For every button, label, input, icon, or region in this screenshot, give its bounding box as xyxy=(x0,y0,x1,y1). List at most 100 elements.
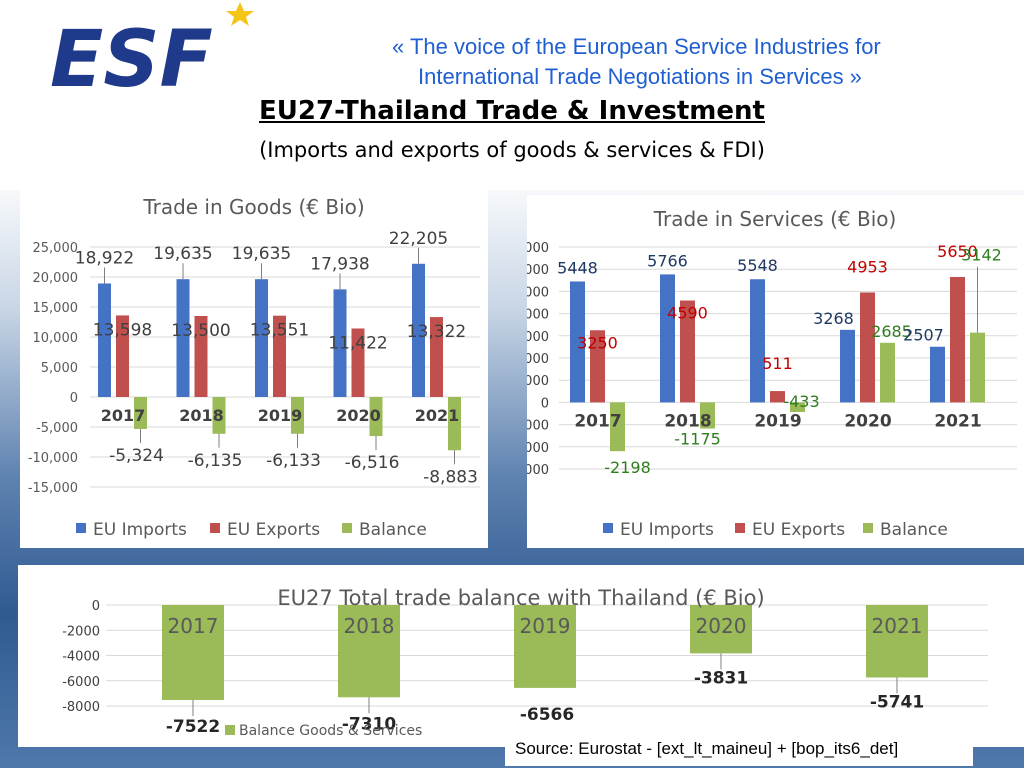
bar-eu-exports xyxy=(860,292,875,403)
data-label-exports: 13,500 xyxy=(171,321,230,341)
data-label-balance: -3831 xyxy=(694,668,748,688)
y-tick-label: 5000 xyxy=(527,285,549,300)
data-label-balance: -7310 xyxy=(342,714,397,734)
bar-eu-imports xyxy=(930,346,945,403)
bar-balance xyxy=(610,402,625,452)
bar-balance xyxy=(880,342,895,403)
x-tick-label: 2019 xyxy=(258,406,303,425)
y-tick-label: -8000 xyxy=(62,700,100,715)
data-label-balance: -6,516 xyxy=(345,453,400,473)
header xyxy=(0,0,1024,190)
tagline-line-1: « The voice of the European Service Indu… xyxy=(392,34,881,59)
x-tick-label: 2020 xyxy=(336,406,381,425)
data-label-exports: 4590 xyxy=(667,304,708,323)
data-label-balance: -8,883 xyxy=(423,467,478,487)
data-label-imports: 5766 xyxy=(647,251,688,270)
data-label-balance: -1175 xyxy=(674,429,721,448)
data-label-balance: -6,133 xyxy=(266,451,321,471)
x-tick-label: 2018 xyxy=(179,406,224,425)
y-tick-label: 20,000 xyxy=(33,271,79,286)
x-tick-label: 2017 xyxy=(574,411,621,431)
y-tick-label: 25,000 xyxy=(33,241,79,256)
x-tick-label: 2018 xyxy=(664,411,711,431)
bar-eu-exports xyxy=(590,330,605,403)
data-label-balance: -2198 xyxy=(604,458,651,477)
y-tick-label: -5,000 xyxy=(36,421,78,436)
y-tick-label: 0 xyxy=(92,599,100,614)
legend-swatch xyxy=(863,523,873,533)
bar-balance-goods-services xyxy=(162,605,224,700)
x-tick-label: 2018 xyxy=(344,614,395,638)
y-tick-label: -10,000 xyxy=(28,451,78,466)
page-title: EU27-Thailand Trade & Investment xyxy=(259,96,765,126)
page-subtitle: (Imports and exports of goods & services… xyxy=(259,138,765,162)
legend-label: EU Imports xyxy=(620,520,714,540)
legend-swatch xyxy=(210,523,220,533)
legend-swatch xyxy=(76,523,86,533)
bar-eu-imports xyxy=(840,329,855,403)
x-tick-label: 2020 xyxy=(696,614,747,638)
data-label-exports: 13,551 xyxy=(250,321,309,341)
y-tick-label: -6000 xyxy=(62,675,100,690)
y-tick-label: -3000 xyxy=(527,463,549,478)
bar-balance-goods-services xyxy=(866,605,928,678)
bar-balance xyxy=(291,397,304,434)
legend-label: EU Imports xyxy=(93,520,187,540)
data-label-balance: 2685 xyxy=(871,322,912,341)
goods-chart: Trade in Goods (€ Bio) 25,000 20,000 15,000… xyxy=(28,195,480,540)
bar-eu-exports xyxy=(194,316,208,397)
x-tick-label: 2017 xyxy=(101,406,146,425)
bar-eu-imports xyxy=(176,279,190,397)
services-chart: Trade in Services (€ Bio) 7000 6000 5000 400… xyxy=(527,207,1017,540)
y-tick-label: -1000 xyxy=(527,419,549,434)
bar-eu-imports xyxy=(98,283,111,397)
y-tick-label: -2000 xyxy=(527,441,549,456)
y-tick-label: 0 xyxy=(70,391,78,406)
data-label-imports: 17,938 xyxy=(310,254,369,274)
data-label-imports: 22,205 xyxy=(389,229,448,249)
legend-label: Balance xyxy=(880,520,948,540)
esf-logo: ESF xyxy=(50,2,254,94)
legend-label: Balance Goods & Services xyxy=(239,723,422,739)
data-label-imports: 18,922 xyxy=(75,248,134,268)
data-label-exports: 511 xyxy=(762,354,793,373)
bar-balance-goods-services xyxy=(514,605,576,688)
x-tick-label: 2017 xyxy=(168,614,219,638)
data-label-imports: 19,635 xyxy=(153,244,212,264)
bar-eu-imports xyxy=(255,279,268,397)
y-tick-label: 0 xyxy=(541,396,549,411)
bar-eu-exports xyxy=(116,315,129,397)
y-tick-label: -2000 xyxy=(62,624,100,639)
y-tick-label: 6000 xyxy=(527,263,549,278)
data-label-exports: 13,322 xyxy=(407,322,466,342)
bar-balance xyxy=(448,397,461,451)
y-tick-label: 15,000 xyxy=(33,301,79,316)
bar-balance xyxy=(700,402,715,429)
data-label-imports: 3268 xyxy=(813,309,854,328)
data-label-imports: 19,635 xyxy=(232,244,291,264)
x-tick-label: 2019 xyxy=(754,411,801,431)
y-tick-label: 4000 xyxy=(527,308,549,323)
y-tick-label: 1000 xyxy=(527,374,549,389)
balance-chart: 0 -2000 -4000 -6000 -8000 2017 -7522 2018 -7310 2… xyxy=(62,586,988,739)
x-tick-label: 2019 xyxy=(520,614,571,638)
legend-swatch xyxy=(342,523,352,533)
legend-swatch xyxy=(603,523,613,533)
x-tick-label: 2020 xyxy=(844,411,891,431)
goods-chart-panel: Trade in Goods (€ Bio) 25,000 20,000 15,000… xyxy=(20,190,488,548)
bar-eu-exports xyxy=(430,317,443,397)
data-label-balance: -6,135 xyxy=(188,451,243,471)
data-label-imports: 2507 xyxy=(903,326,944,345)
data-label-exports: 3250 xyxy=(577,333,618,352)
chart-title: Trade in Services (€ Bio) xyxy=(653,207,897,231)
balance-chart-panel: 0 -2000 -4000 -6000 -8000 2017 -7522 2018 -7310 2… xyxy=(18,565,1024,747)
y-tick-label: 10,000 xyxy=(33,331,79,346)
legend-label: EU Exports xyxy=(752,520,845,540)
y-tick-label: 5,000 xyxy=(41,361,78,376)
y-tick-label: -4000 xyxy=(62,650,100,665)
bar-eu-imports xyxy=(660,274,675,403)
y-tick-label: 3000 xyxy=(527,330,549,345)
bar-balance xyxy=(134,397,147,429)
legend-label: EU Exports xyxy=(227,520,320,540)
data-label-balance: -433 xyxy=(783,392,819,411)
